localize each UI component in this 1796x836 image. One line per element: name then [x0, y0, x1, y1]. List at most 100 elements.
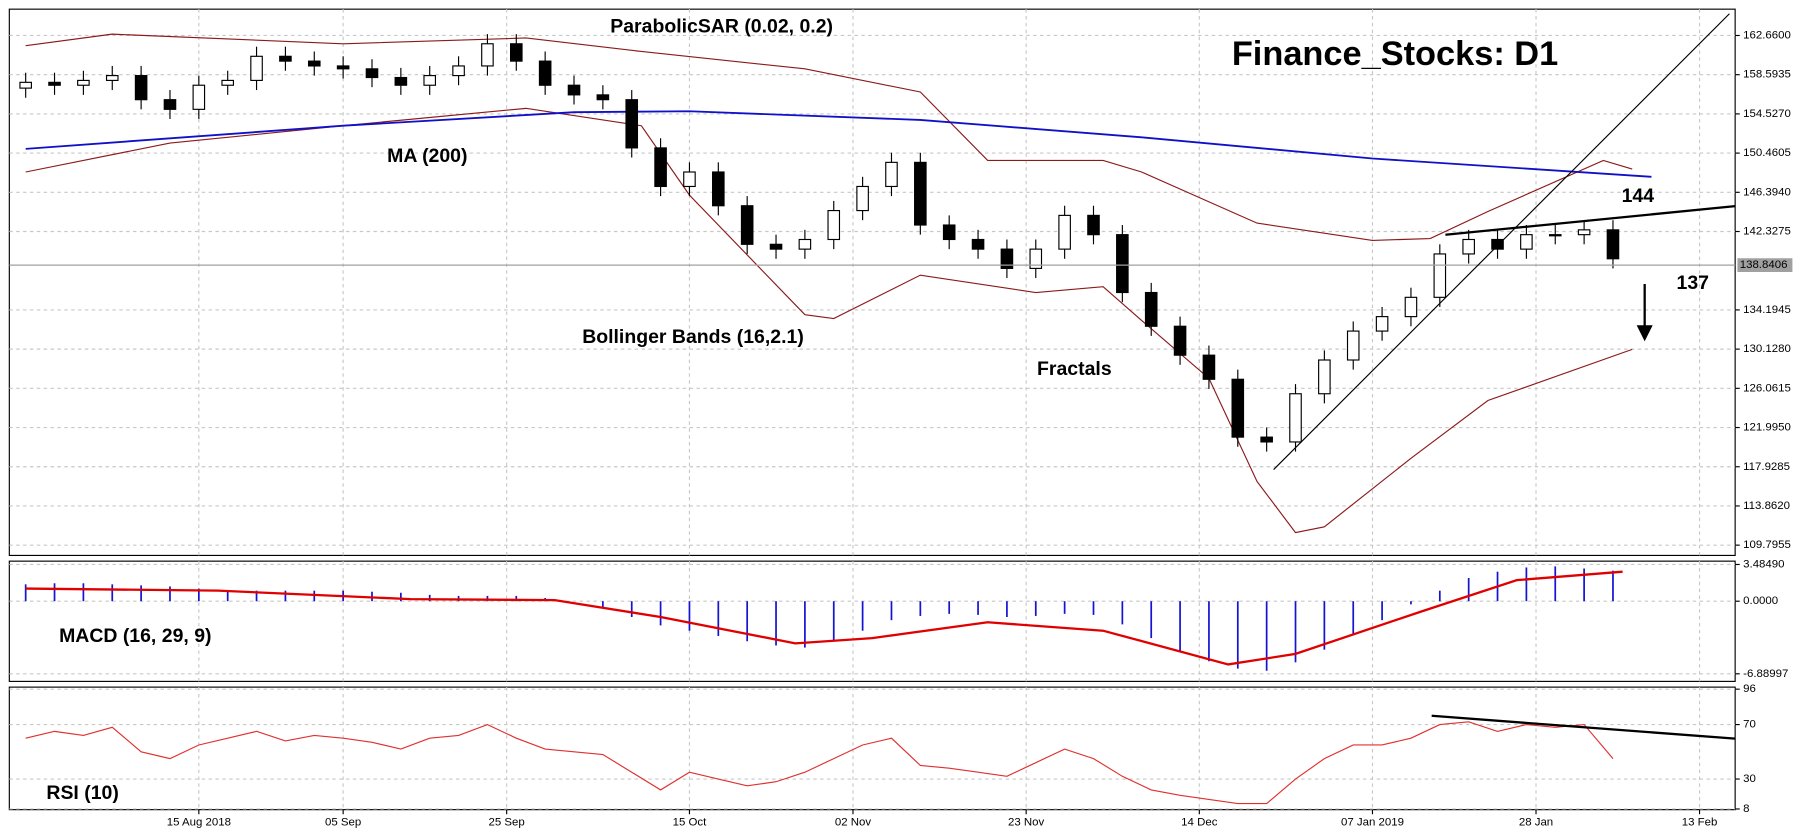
y-tick-label: 134.1945	[1743, 304, 1791, 316]
y-tick-label: 130.1280	[1743, 343, 1791, 355]
macd-signal	[25, 570, 1623, 666]
y-tick-label: 96	[1743, 683, 1756, 695]
y-tick-label: 0.0000	[1743, 595, 1778, 607]
candle-body	[1548, 234, 1562, 237]
candle-body	[567, 84, 581, 96]
y-tick-label: 162.6600	[1743, 30, 1791, 42]
candle-body	[596, 94, 610, 101]
candle-body	[134, 75, 148, 101]
current-price-label: 138.8406	[1740, 259, 1788, 271]
candle-body	[856, 185, 869, 212]
candle-body	[221, 79, 234, 86]
candle-body	[423, 75, 437, 86]
candle-body	[769, 243, 783, 250]
candle-body	[712, 171, 725, 207]
candle-body	[1520, 234, 1533, 250]
y-tick-label: 70	[1743, 719, 1756, 731]
moving-average	[25, 110, 1652, 178]
candle-body	[1058, 214, 1071, 250]
candle-body	[394, 76, 408, 86]
trend-line	[1273, 13, 1730, 470]
annotation: ParabolicSAR (0.02, 0.2)	[610, 16, 833, 38]
rsi-trend-line	[1431, 714, 1736, 740]
candle-body	[1375, 316, 1389, 332]
candle-body	[1144, 291, 1158, 327]
candle-body	[1029, 248, 1043, 269]
candle-body	[740, 205, 754, 245]
candle-body	[1577, 229, 1591, 236]
main-panel	[8, 8, 1736, 556]
candle-body	[1231, 378, 1245, 438]
y-tick-label: 154.5270	[1743, 108, 1791, 120]
rsi-panel	[8, 686, 1736, 811]
candle-body	[1000, 248, 1014, 269]
candle-body	[1433, 253, 1447, 298]
current-price-box	[1737, 258, 1793, 272]
candle-body	[365, 68, 379, 79]
y-tick-label: 30	[1743, 773, 1756, 785]
candle-body	[452, 65, 465, 77]
candle-body	[279, 55, 292, 62]
y-tick-label: -6.88997	[1743, 668, 1788, 680]
candle-body	[1173, 325, 1187, 356]
indicator-label: MA (200)	[387, 145, 467, 167]
candle-body	[1289, 393, 1302, 443]
candle-body	[1606, 229, 1620, 260]
candle-body	[336, 65, 350, 70]
candle-body	[1404, 296, 1418, 318]
macd-panel	[8, 560, 1736, 682]
x-tick-label: 13 Feb	[1682, 816, 1718, 828]
y-tick-label: 121.9950	[1743, 422, 1791, 434]
arrow-head	[1636, 325, 1653, 342]
candle-body	[885, 161, 898, 188]
candle-body	[1491, 238, 1504, 250]
y-tick-label: 126.0615	[1743, 382, 1791, 394]
candle-body	[942, 224, 956, 241]
y-tick-label: 109.7955	[1743, 539, 1791, 551]
candle-body	[654, 147, 667, 188]
bollinger-upper	[25, 33, 1633, 242]
candle-body	[307, 60, 321, 67]
indicator-label: Bollinger Bands (16,2.1)	[582, 326, 804, 348]
y-tick-label: 8	[1743, 803, 1749, 815]
x-tick-label: 14 Dec	[1181, 816, 1218, 828]
x-tick-label: 23 Nov	[1008, 816, 1045, 828]
candle-body	[509, 43, 523, 62]
annotation: 137	[1677, 272, 1709, 294]
candle-body	[1202, 354, 1216, 380]
y-tick-label: 117.9285	[1743, 461, 1790, 473]
x-tick-label: 25 Sep	[489, 816, 525, 828]
y-tick-label: 3.48490	[1743, 559, 1784, 571]
candle-body	[1462, 238, 1475, 255]
candle-body	[798, 238, 812, 250]
y-tick-label: 142.3275	[1743, 226, 1791, 238]
candle-body	[250, 55, 263, 81]
x-tick-label: 07 Jan 2019	[1341, 816, 1404, 828]
candle-body	[163, 99, 177, 110]
candle-body	[914, 161, 927, 226]
candle-body	[971, 238, 985, 250]
candle-body	[1346, 330, 1360, 361]
candle-body	[683, 171, 696, 188]
candle-body	[105, 75, 119, 81]
candle-body	[19, 81, 32, 89]
bollinger-lower	[25, 107, 1633, 534]
x-tick-label: 15 Oct	[673, 816, 708, 828]
y-tick-label: 150.4605	[1743, 147, 1791, 159]
x-tick-label: 05 Sep	[325, 816, 361, 828]
candle-body	[192, 84, 206, 110]
indicator-label: RSI (10)	[46, 782, 118, 804]
annotation: 144	[1622, 185, 1655, 207]
candle-body	[1087, 214, 1100, 236]
annotation: Fractals	[1037, 358, 1112, 380]
candle-body	[827, 209, 841, 241]
x-tick-label: 28 Jan	[1519, 816, 1553, 828]
candle-body	[48, 81, 61, 86]
candle-body	[481, 43, 494, 67]
indicator-label: MACD (16, 29, 9)	[59, 625, 211, 647]
candle-body	[1318, 359, 1331, 395]
y-tick-label: 113.8620	[1743, 500, 1790, 512]
rsi-line	[25, 721, 1614, 805]
